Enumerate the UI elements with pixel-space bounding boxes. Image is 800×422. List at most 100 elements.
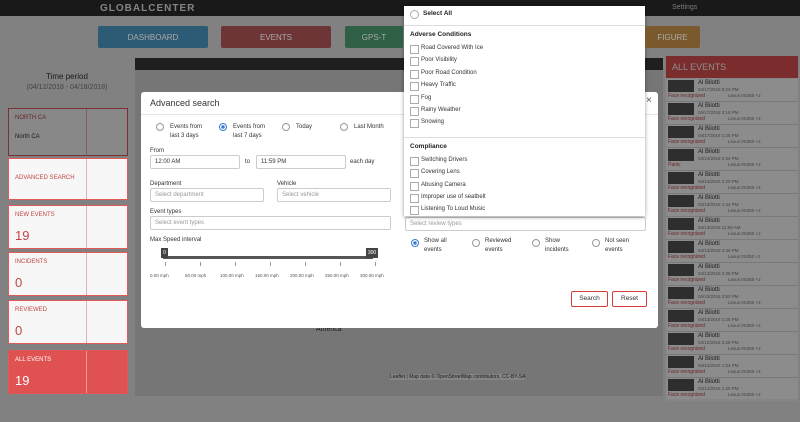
dropdown-item[interactable]: Improper use of seatbelt [421,194,486,200]
review-radio[interactable] [472,239,480,247]
period-option[interactable]: Today [296,124,313,130]
event-name: Al Bilotti [698,103,720,109]
slider-max-handle[interactable]: 300 [366,248,378,258]
item-checkbox[interactable] [410,57,419,67]
dropdown-item[interactable]: Listening To Loud Music [421,206,486,213]
event-tag: Face recognized [668,208,705,214]
dropdown-item[interactable]: Road Covered With Ice [421,45,484,51]
dropdown-item[interactable]: Fog [421,94,432,101]
period-option[interactable]: Last Month [354,124,384,130]
dropdown-item[interactable]: Poor Road Condition [421,69,477,76]
event-item[interactable]: Al Bilotti 04/13/2018 2:46 PM Lexus 0S350 … [666,240,798,263]
event-datetime: 04/17/2018 5:23 PM [698,87,739,92]
event-item[interactable]: Al Bilotti 04/13/2018 2:38 PM Lexus 0S350 … [666,263,798,286]
slider-min-handle[interactable]: 0 [161,248,168,258]
event-thumbnail [668,287,694,299]
item-checkbox[interactable] [410,181,419,191]
review-option[interactable]: Reviewed events [485,238,512,253]
period-radio[interactable] [282,123,290,131]
event-tag: Face recognized [668,254,705,260]
dropdown-item[interactable]: Heavy Traffic [421,82,456,89]
sidebar-card[interactable]: NEW EVENTS 19 [8,205,128,249]
event-item[interactable]: Al Bilotti 04/17/2018 5:23 PM Lexus 0S350 … [666,79,798,102]
card-label: NEW EVENTS [15,212,55,218]
event-item[interactable]: Al Bilotti 04/13/2018 1:44 PM Lexus 0S350 … [666,194,798,217]
period-radio[interactable] [156,123,164,131]
event-item[interactable]: Al Bilotti 04/17/2018 1:26 PM Lexus 0S350 … [666,125,798,148]
card-label: INCIDENTS [15,259,48,265]
event-item[interactable]: Al Bilotti 04/12/2018 3:28 PM Lexus 0S350 … [666,332,798,355]
event-vehicle: Lexus 0S350 +2 [728,231,761,236]
review-types-input[interactable]: Select review types [405,217,646,231]
region-card[interactable]: NORTH CA North CA [8,108,128,156]
select-all-checkbox[interactable] [410,10,419,19]
nav-tab[interactable]: FIGURE [645,26,700,48]
vehicle-select[interactable]: Select vehicle [277,188,391,202]
review-radio[interactable] [592,239,600,247]
time-period-range: (04/12/2018 - 04/18/2018) [26,84,108,91]
department-select[interactable]: Select department [150,188,264,202]
sidebar-card[interactable]: ALL EVENTS 19 [8,350,128,394]
event-name: Al Bilotti [698,310,720,316]
dropdown-item[interactable]: Poor Visibility [421,57,457,64]
item-checkbox[interactable] [410,206,419,216]
period-option[interactable]: Events from last 3 days [170,124,203,139]
review-option[interactable]: Show all events [424,238,447,253]
event-tag: Face recognized [668,323,705,329]
settings-link[interactable]: Settings [672,4,698,11]
item-checkbox[interactable] [410,107,419,116]
event-thumbnail [668,103,694,115]
review-option[interactable]: Not seen events [605,238,630,253]
dropdown-item[interactable]: Switching Drivers [421,156,468,163]
period-option[interactable]: Events from last 7 days [233,124,266,139]
event-tag: Face recognized [668,300,705,306]
item-checkbox[interactable] [410,94,419,104]
nav-tab[interactable]: EVENTS [221,26,331,48]
event-item[interactable]: Al Bilotti 04/12/2018 1:54 PM Lexus 0S350 … [666,355,798,378]
review-option[interactable]: Show incidents [545,238,569,253]
sidebar-card[interactable]: ADVANCED SEARCH [8,158,128,200]
card-icon [86,351,127,393]
region-value[interactable]: North CA [15,134,40,140]
event-item[interactable]: Al Bilotti 04/13/2018 1:26 PM Lexus 0S350 … [666,309,798,332]
item-checkbox[interactable] [410,82,419,92]
reset-button[interactable]: Reset [612,291,647,307]
sidebar-card[interactable]: INCIDENTS 0 [8,252,128,296]
item-checkbox[interactable] [410,119,419,129]
event-types-input[interactable]: Select event types [150,216,391,230]
sidebar-card[interactable]: REVIEWED 0 [8,300,128,344]
close-button[interactable]: × [646,95,652,106]
item-checkbox[interactable] [410,69,419,79]
nav-tab[interactable]: GPS-T [345,26,403,48]
item-checkbox[interactable] [410,194,419,203]
event-item[interactable]: Al Bilotti 04/14/2018 2:34 PM Lexus 0S350 … [666,148,798,171]
time-to-input[interactable]: 11:59 PM [256,155,346,169]
dropdown-item[interactable]: Snowing [421,119,445,126]
item-checkbox[interactable] [410,45,419,54]
event-tag: Face recognized [668,392,705,398]
item-checkbox[interactable] [410,156,419,166]
time-from-input[interactable]: 12:00 AM [150,155,240,169]
dropdown-item[interactable]: Covering Lens [421,169,460,176]
event-item[interactable]: Al Bilotti 04/13/2018 2:50 PM Lexus 0S350 … [666,286,798,309]
slider-tick [270,262,271,266]
period-radio[interactable] [340,123,348,131]
event-item[interactable]: Al Bilotti 04/14/2018 2:20 PM Lexus 0S350 … [666,171,798,194]
item-checkbox[interactable] [410,169,419,179]
search-button[interactable]: Search [571,291,608,307]
card-label: REVIEWED [15,307,48,313]
event-item[interactable]: Al Bilotti 04/13/2018 11:58 AM Lexus 0S350… [666,217,798,240]
speed-slider-track[interactable] [163,256,373,259]
select-all[interactable]: Select All [423,10,453,17]
review-radio[interactable] [532,239,540,247]
dropdown-item[interactable]: Rainy Weather [421,107,461,113]
period-radio[interactable] [219,123,227,131]
review-radio[interactable] [411,239,419,247]
nav-tab[interactable]: DASHBOARD [98,26,208,48]
event-item[interactable]: Al Bilotti 04/12/2018 1:20 PM Lexus 0S350 … [666,378,798,399]
logo[interactable]: GLOBALCENTER [100,3,196,14]
event-item[interactable]: Al Bilotti 04/17/2018 3:16 PM Lexus 0S350 … [666,102,798,125]
dropdown-item[interactable]: Abusing Camera [421,181,466,188]
event-vehicle: Lexus 0S350 +2 [728,208,761,213]
